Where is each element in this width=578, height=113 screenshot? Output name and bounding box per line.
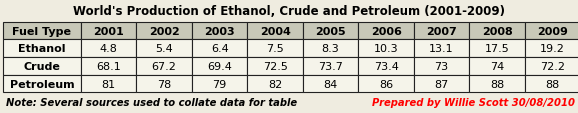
Text: Petroleum: Petroleum xyxy=(10,79,74,89)
Text: 88: 88 xyxy=(546,79,560,89)
Text: 73: 73 xyxy=(435,61,449,71)
Bar xyxy=(3,58,81,75)
Text: 67.2: 67.2 xyxy=(151,61,177,71)
Text: Ethanol: Ethanol xyxy=(18,44,66,54)
Bar xyxy=(358,40,414,58)
Text: 84: 84 xyxy=(324,79,338,89)
Text: Prepared by Willie Scott 30/08/2010: Prepared by Willie Scott 30/08/2010 xyxy=(372,97,575,107)
Bar xyxy=(81,75,136,93)
Bar xyxy=(469,75,525,93)
Text: 73.7: 73.7 xyxy=(318,61,343,71)
Bar xyxy=(136,40,192,58)
Text: Note: Several sources used to collate data for table: Note: Several sources used to collate da… xyxy=(6,97,297,107)
Bar xyxy=(247,75,303,93)
Text: 2008: 2008 xyxy=(481,26,513,36)
Bar xyxy=(247,40,303,58)
Text: 81: 81 xyxy=(102,79,116,89)
Bar xyxy=(81,40,136,58)
Text: 19.2: 19.2 xyxy=(540,44,565,54)
Text: 82: 82 xyxy=(268,79,282,89)
Bar xyxy=(3,23,81,40)
Text: 10.3: 10.3 xyxy=(374,44,398,54)
Bar xyxy=(247,23,303,40)
Bar xyxy=(136,58,192,75)
Bar xyxy=(525,58,578,75)
Bar xyxy=(358,58,414,75)
Bar xyxy=(414,58,469,75)
Text: 2006: 2006 xyxy=(370,26,402,36)
Text: 78: 78 xyxy=(157,79,171,89)
Bar xyxy=(303,23,358,40)
Text: 17.5: 17.5 xyxy=(485,44,509,54)
Text: 13.1: 13.1 xyxy=(429,44,454,54)
Bar xyxy=(303,40,358,58)
Bar xyxy=(192,75,247,93)
Bar xyxy=(192,58,247,75)
Text: 86: 86 xyxy=(379,79,393,89)
Bar xyxy=(414,23,469,40)
Text: 74: 74 xyxy=(490,61,504,71)
Bar xyxy=(303,58,358,75)
Bar xyxy=(192,40,247,58)
Text: 2002: 2002 xyxy=(149,26,180,36)
Bar xyxy=(525,75,578,93)
Bar xyxy=(3,40,81,58)
Text: 7.5: 7.5 xyxy=(266,44,284,54)
Bar xyxy=(414,40,469,58)
Text: 8.3: 8.3 xyxy=(322,44,339,54)
Bar xyxy=(525,23,578,40)
Text: 2007: 2007 xyxy=(426,26,457,36)
Bar xyxy=(192,23,247,40)
Bar xyxy=(469,40,525,58)
Bar xyxy=(414,75,469,93)
Text: 4.8: 4.8 xyxy=(100,44,117,54)
Bar xyxy=(469,58,525,75)
Bar xyxy=(136,23,192,40)
Bar xyxy=(303,75,358,93)
Text: 6.4: 6.4 xyxy=(211,44,228,54)
Text: 72.5: 72.5 xyxy=(262,61,288,71)
Bar xyxy=(3,75,81,93)
Bar xyxy=(358,23,414,40)
Bar xyxy=(247,58,303,75)
Bar xyxy=(525,40,578,58)
Text: Crude: Crude xyxy=(24,61,60,71)
Text: 2009: 2009 xyxy=(537,26,568,36)
Text: 2005: 2005 xyxy=(316,26,346,36)
Bar xyxy=(136,75,192,93)
Bar xyxy=(469,23,525,40)
Text: 2001: 2001 xyxy=(93,26,124,36)
Text: 72.2: 72.2 xyxy=(540,61,565,71)
Text: 2004: 2004 xyxy=(260,26,291,36)
Text: World's Production of Ethanol, Crude and Petroleum (2001-2009): World's Production of Ethanol, Crude and… xyxy=(73,5,505,17)
Text: 5.4: 5.4 xyxy=(155,44,173,54)
Text: 73.4: 73.4 xyxy=(373,61,399,71)
Text: 2003: 2003 xyxy=(205,26,235,36)
Text: Fuel Type: Fuel Type xyxy=(12,26,72,36)
Text: 69.4: 69.4 xyxy=(207,61,232,71)
Text: 68.1: 68.1 xyxy=(97,61,121,71)
Bar xyxy=(81,23,136,40)
Bar xyxy=(358,75,414,93)
Text: 88: 88 xyxy=(490,79,504,89)
Text: 79: 79 xyxy=(213,79,227,89)
Text: 87: 87 xyxy=(435,79,449,89)
Bar xyxy=(81,58,136,75)
